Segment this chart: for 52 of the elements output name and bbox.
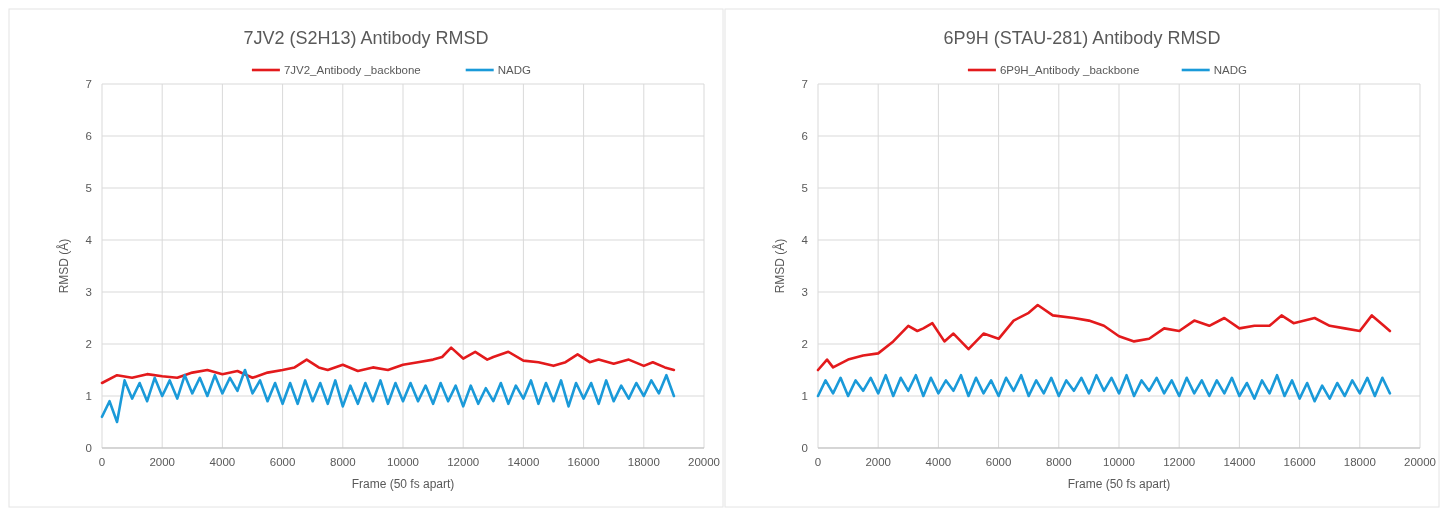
- x-tick-label: 6000: [985, 456, 1012, 468]
- x-tick-label: 18000: [1343, 456, 1376, 468]
- y-tick-label: 2: [85, 338, 92, 350]
- x-axis-title: Frame (50 fs apart): [351, 477, 455, 491]
- x-axis-title: Frame (50 fs apart): [1067, 477, 1171, 491]
- y-tick-label: 3: [801, 286, 808, 298]
- x-tick-label: 20000: [688, 456, 720, 468]
- y-tick-label: 5: [85, 182, 92, 194]
- x-tick-label: 6000: [269, 456, 296, 468]
- x-tick-label: 8000: [330, 456, 356, 468]
- x-tick-label: 12000: [1163, 456, 1196, 468]
- x-tick-label: 4000: [925, 456, 952, 468]
- line-series: [100, 346, 676, 385]
- x-tick-label: 18000: [627, 456, 660, 468]
- legend-label: NADG: [497, 64, 531, 76]
- y-tick-label: 1: [85, 390, 92, 402]
- legend-label: NADG: [1213, 64, 1247, 76]
- x-tick-label: 10000: [387, 456, 419, 468]
- y-tick-label: 0: [85, 442, 92, 454]
- x-tick-label: 10000: [1103, 456, 1135, 468]
- line-series: [100, 368, 676, 424]
- x-tick-label: 20000: [1404, 456, 1436, 468]
- line-series: [816, 373, 1392, 403]
- x-tick-label: 2000: [149, 456, 175, 468]
- y-axis-title: RMSD (Å): [56, 238, 71, 294]
- y-tick-label: 0: [801, 442, 808, 454]
- y-tick-label: 2: [801, 338, 808, 350]
- y-axis-title: RMSD (Å): [772, 238, 787, 294]
- legend-label: 6P9H_Antibody _backbone: [999, 64, 1140, 76]
- y-tick-label: 3: [85, 286, 92, 298]
- y-tick-label: 6: [85, 130, 92, 142]
- y-tick-label: 7: [801, 78, 808, 90]
- y-tick-label: 5: [801, 182, 808, 194]
- y-tick-label: 4: [85, 234, 93, 246]
- y-tick-label: 4: [801, 234, 809, 246]
- x-tick-label: 0: [814, 456, 822, 468]
- x-tick-label: 16000: [1283, 456, 1316, 468]
- x-tick-label: 4000: [209, 456, 236, 468]
- x-tick-label: 8000: [1046, 456, 1072, 468]
- line-series: [816, 303, 1392, 372]
- x-tick-label: 0: [98, 456, 106, 468]
- chart-title: 6P9H (STAU-281) Antibody RMSD: [943, 28, 1221, 48]
- x-tick-label: 12000: [447, 456, 480, 468]
- x-tick-label: 16000: [567, 456, 600, 468]
- x-tick-label: 2000: [865, 456, 891, 468]
- x-tick-label: 14000: [1223, 456, 1256, 468]
- chart-title: 7JV2 (S2H13) Antibody RMSD: [243, 28, 489, 48]
- y-tick-label: 6: [801, 130, 808, 142]
- y-tick-label: 7: [85, 78, 92, 90]
- x-tick-label: 14000: [507, 456, 540, 468]
- legend-label: 7JV2_Antibody _backbone: [283, 64, 421, 76]
- y-tick-label: 1: [801, 390, 808, 402]
